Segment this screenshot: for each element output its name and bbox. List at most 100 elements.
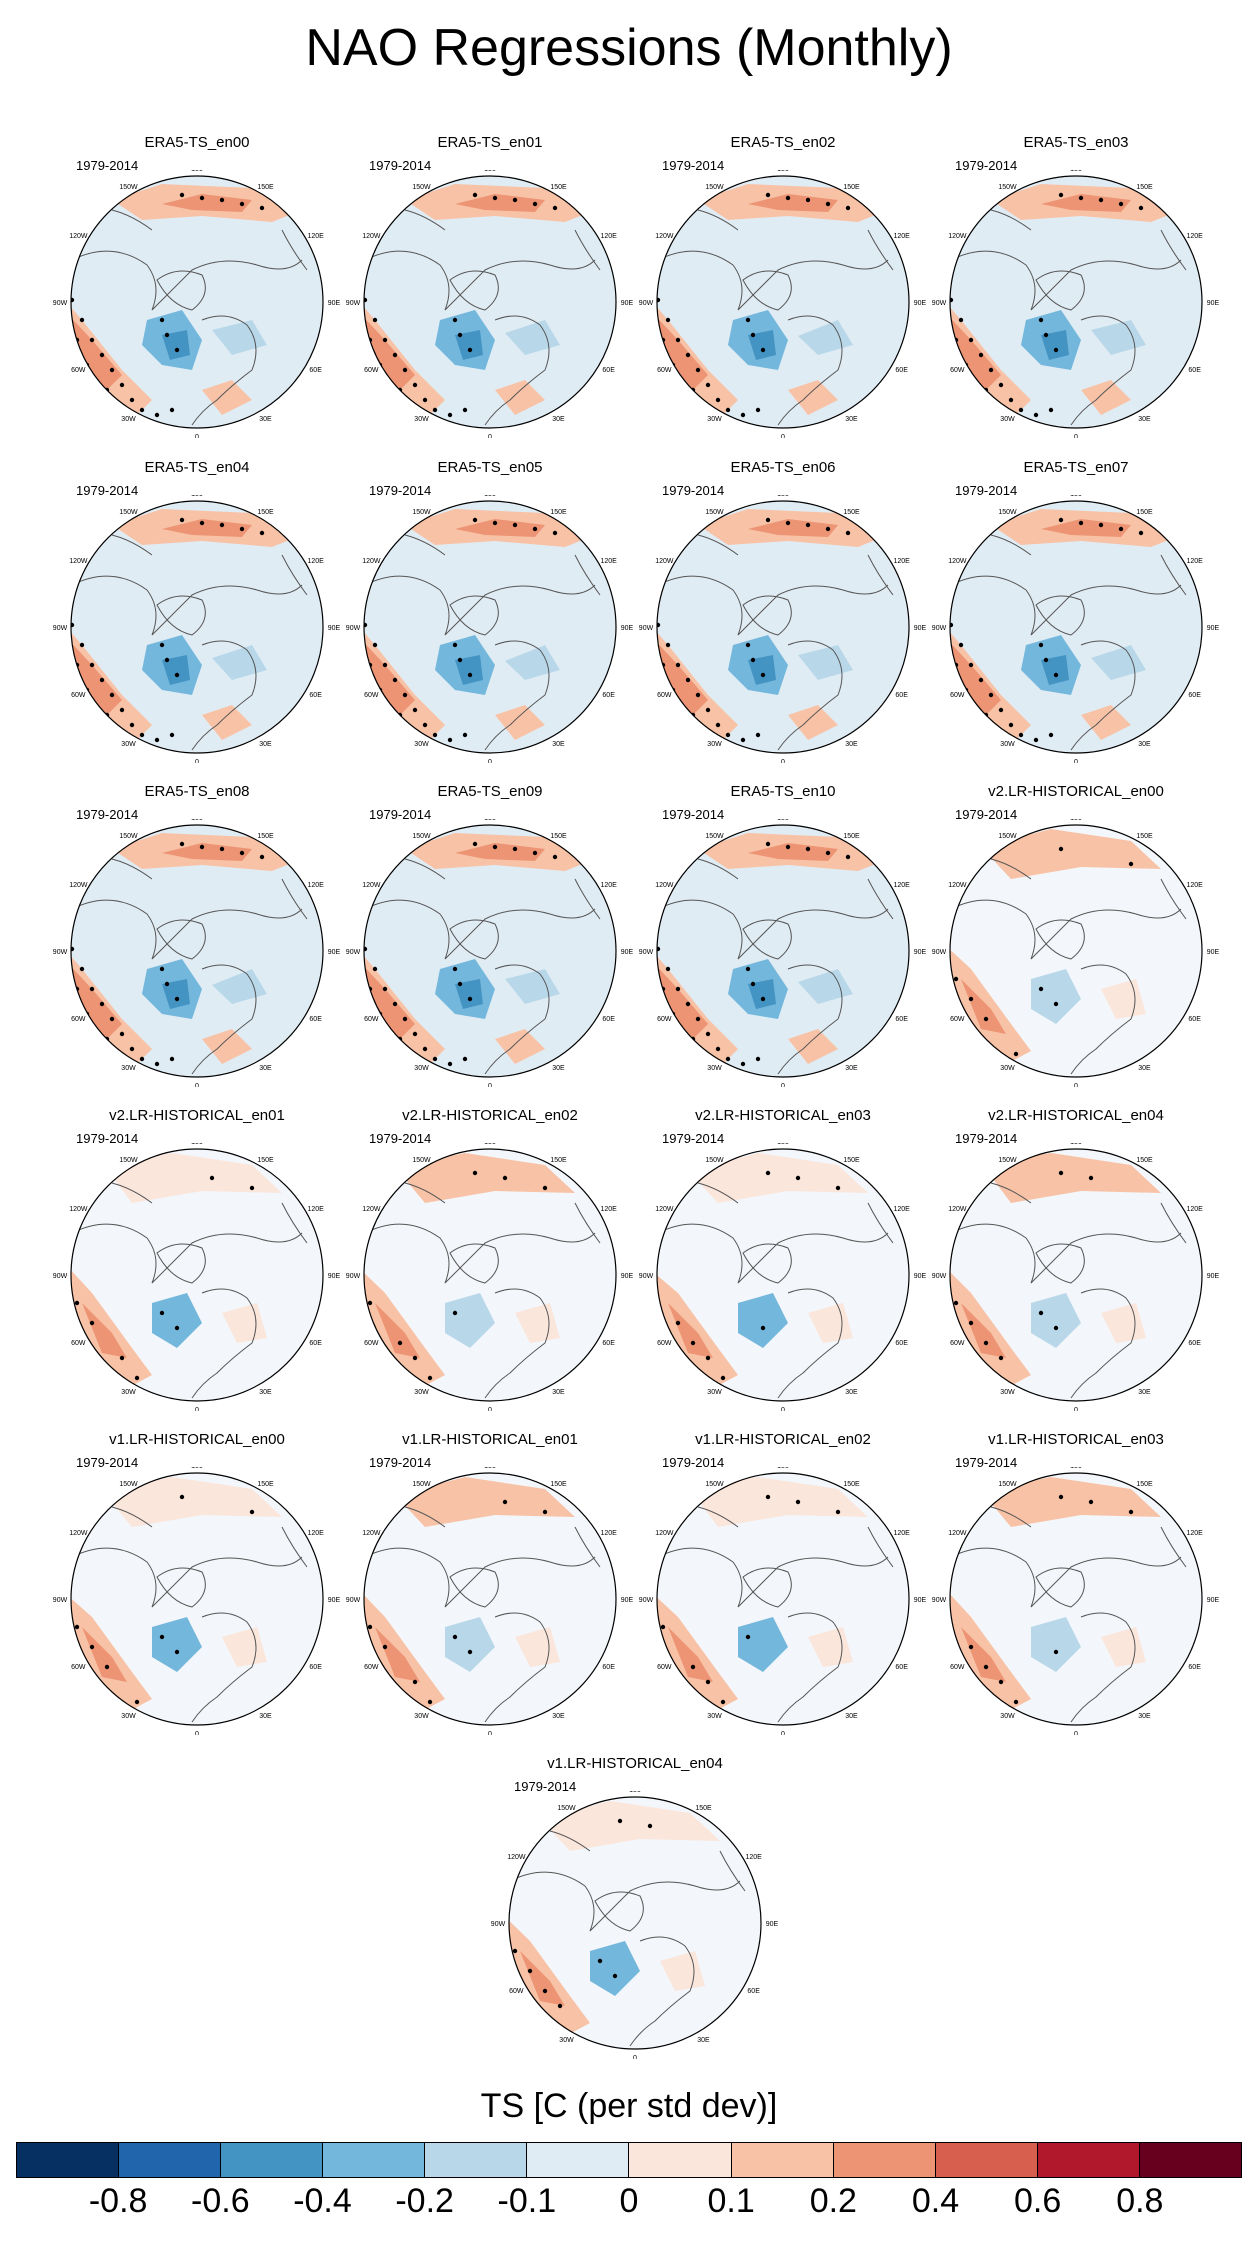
stipple-dot — [174, 996, 180, 1002]
stipple-dot — [109, 692, 115, 698]
stipple-dot — [402, 367, 408, 373]
map-boundary — [70, 500, 324, 754]
stipple-dot — [467, 996, 473, 1002]
pacific-anomaly — [981, 829, 1161, 879]
longitude-label: 90W — [932, 1597, 947, 1604]
coastline — [111, 534, 308, 596]
longitude-label: 0 — [1074, 1083, 1078, 1087]
longitude-label: 120E — [745, 1854, 762, 1861]
stipple-dot — [1088, 1499, 1094, 1505]
stipple-dot — [1043, 332, 1049, 338]
pacific-anomaly — [540, 1801, 720, 1851]
longitude-label: 120W — [655, 1530, 674, 1537]
stipple-dot — [457, 657, 463, 663]
longitude-label: 150W — [412, 1481, 431, 1488]
panel-title: v1.LR-HISTORICAL_en00 — [109, 1431, 285, 1448]
longitude-label: 30W — [121, 1389, 136, 1396]
europe-warm-anomaly — [1081, 380, 1131, 415]
panel-period: 1979-2014 — [955, 158, 1018, 173]
polar-map: 180 150E 120E 90E 60E 30E 0 30W 60W 90W 120W 150W — [639, 1143, 927, 1411]
longitude-label: 150W — [119, 184, 138, 191]
map-panel: v1.LR-HISTORICAL_en03 1979-2014 180 150E 120… — [931, 1427, 1221, 1735]
stipple-dot — [79, 966, 85, 972]
pacific-warm-core — [748, 519, 838, 537]
longitude-label: 120W — [948, 558, 967, 565]
panel-period: 1979-2014 — [369, 158, 432, 173]
longitude-label: 30E — [259, 741, 272, 748]
coastline — [364, 575, 596, 636]
stipple-dot — [527, 1968, 533, 1974]
colorbar-swatch — [425, 2143, 528, 2177]
stipple-dot — [174, 1325, 180, 1331]
longitude-label: 180 — [1070, 170, 1082, 173]
map-panel: ERA5-TS_en06 1979-2014 180 150E 120E 90E 60E 30… — [638, 455, 928, 763]
significance-stippling — [367, 1170, 548, 1381]
stipple-dot — [364, 622, 368, 628]
longitude-label: 60W — [950, 1664, 965, 1671]
longitude-label: 30W — [707, 416, 722, 423]
longitude-label: 120W — [69, 233, 88, 240]
coastline — [111, 858, 308, 920]
stipple-dot — [164, 981, 170, 987]
map-field — [71, 501, 323, 753]
longitude-label: 120E — [1186, 558, 1203, 565]
stipple-dot — [397, 1340, 403, 1346]
atlantic-warm-core — [82, 1303, 127, 1358]
stipple-dot — [79, 317, 85, 323]
coastline — [1035, 270, 1085, 311]
longitude-label: 150W — [119, 1157, 138, 1164]
map-background — [364, 176, 616, 428]
stipple-dot — [958, 317, 964, 323]
longitude-label: 90E — [328, 625, 341, 632]
stipple-dot — [720, 1375, 726, 1381]
panel-period: 1979-2014 — [369, 1131, 432, 1146]
coastline — [111, 209, 308, 271]
longitude-label: 180 — [777, 170, 789, 173]
stipple-dot — [785, 520, 791, 526]
longitude-label: 30E — [1138, 741, 1151, 748]
longitude-label: 60E — [309, 1340, 322, 1347]
longitude-label: 120E — [307, 1530, 324, 1537]
panel-period: 1979-2014 — [662, 1455, 725, 1470]
map-panel: v2.LR-HISTORICAL_en00 1979-2014 180 150E 120… — [931, 779, 1221, 1087]
coastline — [657, 250, 889, 311]
longitude-label: 150E — [1136, 509, 1153, 516]
coastline — [990, 534, 1187, 596]
coastline — [990, 1182, 1187, 1244]
stipple-dot — [119, 707, 125, 713]
eurasia-cold-anomaly — [212, 969, 267, 1004]
polar-map: 180 150E 120E 90E 60E 30E 0 30W 60W 90W 120W 150W — [932, 819, 1220, 1087]
stipple-dot — [665, 966, 671, 972]
stipple-dot — [472, 517, 478, 523]
stipple-dot — [750, 657, 756, 663]
polar-map: 180 150E 120E 90E 60E 30E 0 30W 60W 90W 120W 150W — [639, 170, 927, 438]
stipple-dot — [950, 297, 954, 303]
longitude-label: 60E — [1188, 692, 1201, 699]
pacific-anomaly — [395, 1477, 575, 1527]
stipple-dot — [685, 677, 691, 683]
map-background — [71, 176, 323, 428]
longitude-label: 150W — [412, 833, 431, 840]
eurasia-cold-anomaly — [798, 969, 853, 1004]
longitude-label: 30E — [552, 1713, 565, 1720]
longitude-label: 0 — [1074, 759, 1078, 763]
stipple-dot — [685, 352, 691, 358]
map-field — [950, 1473, 1202, 1725]
stipple-dot — [472, 192, 478, 198]
longitude-label: 30E — [552, 741, 565, 748]
stipple-dot — [953, 976, 959, 982]
colorbar-swatch — [221, 2143, 324, 2177]
panel-title: ERA5-TS_en08 — [144, 783, 250, 800]
polar-map: 180 150E 120E 90E 60E 30E 0 30W 60W 90W 120W 150W — [346, 1467, 634, 1735]
longitude-label: 0 — [195, 1407, 199, 1411]
map-boundary — [949, 1472, 1203, 1726]
longitude-label: 120W — [362, 558, 381, 565]
map-boundary — [363, 1148, 617, 1402]
longitude-labels: 180 150E 120E 90E 60E 30E 0 30W 60W 90W 120W 150W — [346, 1467, 634, 1735]
longitude-label: 90W — [346, 1597, 361, 1604]
stipple-dot — [169, 732, 175, 738]
longitude-label: 150W — [705, 1157, 724, 1164]
atlantic-warm-core — [364, 959, 415, 1039]
stipple-dot — [983, 1664, 989, 1670]
longitude-label: 30W — [559, 2037, 574, 2044]
